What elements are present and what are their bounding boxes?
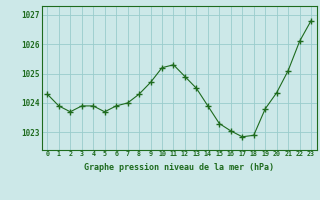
X-axis label: Graphe pression niveau de la mer (hPa): Graphe pression niveau de la mer (hPa) [84,163,274,172]
